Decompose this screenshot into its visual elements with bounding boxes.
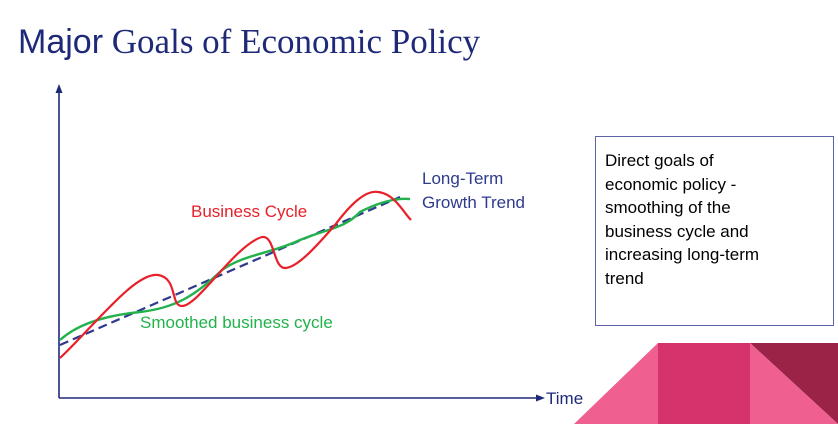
title-part-goals: Goals of Economic Policy [111,22,481,61]
info-line: Direct goals of [605,151,714,170]
business-cycle-line [59,190,412,359]
x-axis-label: Time [546,389,583,408]
smoothed-cycle-label: Smoothed business cycle [140,313,333,332]
info-box: Direct goals of economic policy - smooth… [595,136,834,326]
growth-trend-label-line2: Growth Trend [422,193,525,212]
x-axis-arrowhead [536,394,545,402]
info-line: increasing long-term [605,245,760,264]
growth-trend-line [59,195,401,347]
info-line: business cycle and [605,221,749,241]
growth-trend-label-line1: Long-Term [422,169,503,188]
page-title: Major Goals of Economic Policy [18,22,480,62]
decor-light-pink-triangle [574,343,658,424]
title-part-major: Major [18,23,104,61]
smoothed-cycle-line [59,197,411,341]
decor-light-pink-wedge [750,343,838,424]
y-axis-arrowhead [55,84,63,93]
info-line: smoothing of the [605,198,731,217]
business-cycle-label: Business Cycle [191,202,307,221]
info-line: trend [605,268,644,288]
info-line: economic policy - [605,174,737,194]
decor-pink-block [658,343,750,424]
